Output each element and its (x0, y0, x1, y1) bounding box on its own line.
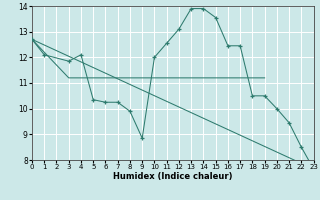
X-axis label: Humidex (Indice chaleur): Humidex (Indice chaleur) (113, 172, 233, 181)
